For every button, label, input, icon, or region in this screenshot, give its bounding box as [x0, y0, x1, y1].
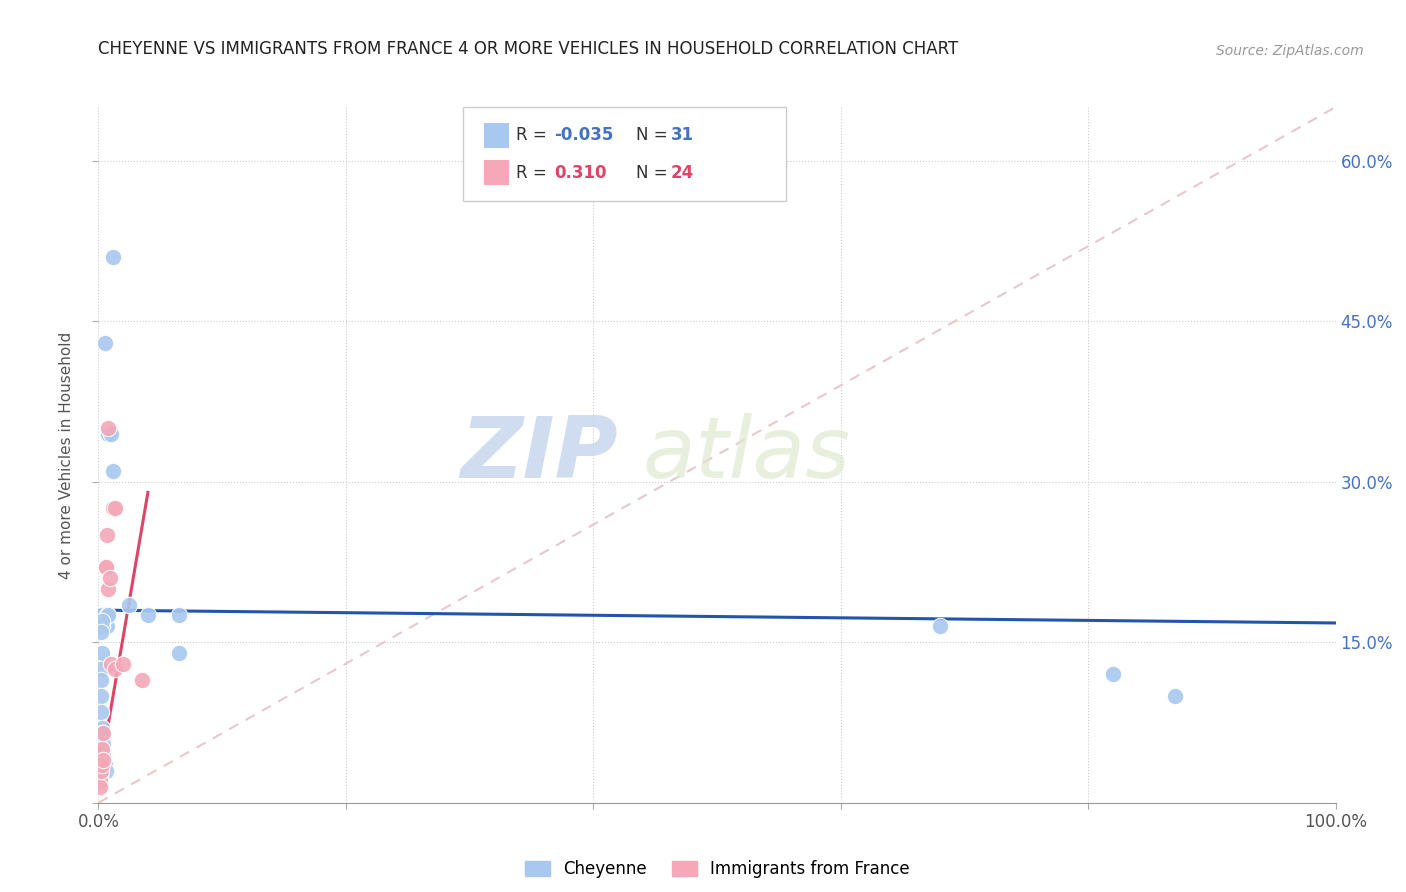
Point	[103, 501, 125, 516]
Point	[136, 608, 159, 623]
Point	[93, 753, 115, 767]
Point	[96, 619, 118, 633]
Point	[96, 528, 118, 542]
Text: -0.035: -0.035	[554, 127, 613, 145]
Point	[98, 571, 121, 585]
Text: R =: R =	[516, 163, 553, 181]
Point	[131, 673, 153, 687]
Point	[89, 769, 111, 783]
Point	[103, 464, 125, 478]
Point	[97, 608, 120, 623]
Text: atlas: atlas	[643, 413, 851, 497]
Text: Source: ZipAtlas.com: Source: ZipAtlas.com	[1216, 44, 1364, 58]
Legend: Cheyenne, Immigrants from France: Cheyenne, Immigrants from France	[517, 854, 917, 885]
Text: 24: 24	[671, 163, 695, 181]
Text: N =: N =	[636, 127, 672, 145]
Point	[89, 780, 111, 794]
Point	[90, 764, 112, 778]
Text: ZIP: ZIP	[460, 413, 619, 497]
Point	[1164, 689, 1187, 703]
Point	[91, 646, 114, 660]
Point	[89, 753, 111, 767]
Point	[93, 747, 115, 762]
Text: CHEYENNE VS IMMIGRANTS FROM FRANCE 4 OR MORE VEHICLES IN HOUSEHOLD CORRELATION C: CHEYENNE VS IMMIGRANTS FROM FRANCE 4 OR …	[98, 40, 959, 58]
Point	[90, 705, 112, 719]
Point	[91, 726, 114, 740]
Point	[91, 619, 114, 633]
Point	[89, 764, 111, 778]
Point	[100, 657, 122, 671]
Point	[90, 662, 112, 676]
Point	[91, 758, 114, 772]
Point	[93, 726, 115, 740]
Point	[100, 426, 122, 441]
Text: 0.310: 0.310	[554, 163, 606, 181]
Point	[96, 608, 118, 623]
Point	[89, 774, 111, 789]
Point	[90, 673, 112, 687]
Point	[112, 657, 135, 671]
Point	[93, 758, 115, 772]
Point	[94, 560, 117, 574]
Point	[93, 737, 115, 751]
Point	[97, 426, 120, 441]
Point	[97, 421, 120, 435]
Point	[90, 689, 112, 703]
Point	[91, 608, 114, 623]
Y-axis label: 4 or more Vehicles in Household: 4 or more Vehicles in Household	[59, 331, 75, 579]
Point	[167, 646, 190, 660]
Point	[118, 598, 141, 612]
Point	[91, 614, 114, 628]
Point	[90, 753, 112, 767]
Point	[97, 582, 120, 596]
Point	[94, 560, 117, 574]
Text: R =: R =	[516, 127, 553, 145]
Point	[91, 721, 114, 735]
Point	[94, 764, 117, 778]
Point	[167, 608, 190, 623]
Point	[1102, 667, 1125, 681]
Text: N =: N =	[636, 163, 672, 181]
Point	[103, 662, 125, 676]
Point	[91, 742, 114, 756]
Point	[96, 608, 118, 623]
Point	[103, 501, 125, 516]
Point	[90, 742, 112, 756]
Text: 31: 31	[671, 127, 693, 145]
Point	[103, 250, 125, 264]
Point	[928, 619, 950, 633]
Point	[90, 624, 112, 639]
Point	[93, 335, 115, 350]
